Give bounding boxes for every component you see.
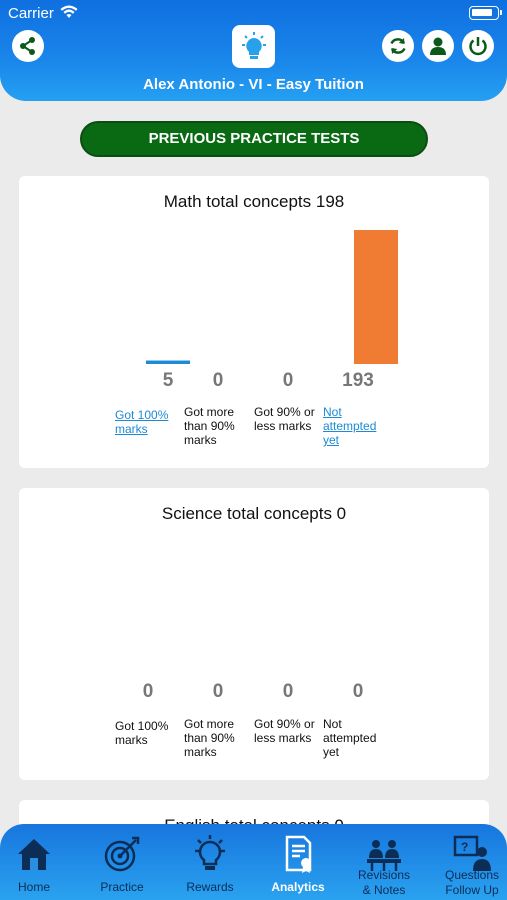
math-label-100-percent-link[interactable]: Got 100% marks: [115, 408, 169, 436]
science-card-title: Science total concepts 0: [161, 504, 347, 523]
target-icon: [104, 836, 140, 872]
math-value-not-attempted: 193: [342, 370, 374, 391]
math-card-title: Math total concepts 198: [163, 192, 345, 211]
math-bar-chart: [146, 230, 398, 364]
math-value-90-or-less: 0: [282, 370, 294, 391]
chart-bar-1: [146, 360, 190, 364]
nav-questions-label-line1: Questions: [444, 868, 500, 882]
math-concepts-card: Math total concepts 198 5 0 0 193 Got 10…: [19, 176, 489, 468]
page-title: Alex Antonio - VI - Easy Tuition: [143, 76, 364, 93]
previous-practice-tests-button[interactable]: PREVIOUS PRACTICE TESTS: [80, 121, 428, 157]
user-icon: [430, 37, 446, 55]
nav-rewards[interactable]: Rewards: [168, 824, 252, 900]
nav-practice-label: Practice: [100, 880, 144, 894]
svg-text:?: ?: [461, 840, 468, 854]
share-icon: [20, 37, 35, 55]
report-icon: [285, 835, 312, 873]
home-icon: [18, 839, 50, 870]
nav-revisions-label-line1: Revisions: [357, 868, 411, 882]
nav-home[interactable]: Home: [0, 824, 76, 900]
classroom-icon: [367, 840, 401, 871]
bottom-navigation: Home Practice Rewards Analytics: [0, 824, 507, 900]
app-header: Carrier: [0, 0, 507, 101]
status-bar: Carrier: [0, 0, 507, 28]
carrier-label: Carrier: [8, 5, 54, 22]
battery-icon: [469, 6, 502, 20]
nav-practice[interactable]: Practice: [80, 824, 164, 900]
science-value-more-than-90: 0: [212, 681, 224, 702]
lightbulb-icon: [241, 31, 266, 59]
science-concepts-card: Science total concepts 0 0 0 0 0 Got 100…: [19, 488, 489, 780]
science-label-more-than-90: Got more than 90% marks: [184, 717, 235, 759]
chart-bar-4: [354, 230, 398, 364]
nav-home-label: Home: [17, 880, 50, 894]
refresh-button[interactable]: [382, 30, 414, 62]
nav-questions-follow-up[interactable]: ? Questions Follow Up: [430, 824, 507, 900]
power-icon: [469, 37, 487, 56]
science-value-not-attempted: 0: [352, 681, 364, 702]
share-button[interactable]: [12, 30, 44, 62]
nav-revisions-label-line2: & Notes: [362, 883, 406, 897]
math-label-not-attempted-link[interactable]: Not attempted yet: [323, 405, 377, 447]
profile-button[interactable]: [422, 30, 454, 62]
science-label-90-or-less: Got 90% or less marks: [254, 717, 315, 745]
math-value-100-percent: 5: [162, 370, 174, 391]
nav-analytics-label: Analytics: [271, 880, 325, 894]
refresh-icon: [390, 38, 406, 54]
wifi-icon: [60, 5, 78, 24]
logout-button[interactable]: [462, 30, 494, 62]
science-label-100-percent: Got 100% marks: [115, 719, 169, 747]
math-label-more-than-90: Got more than 90% marks: [184, 405, 235, 447]
lightbulb-icon: [195, 835, 225, 870]
math-label-90-or-less: Got 90% or less marks: [254, 405, 315, 433]
science-value-90-or-less: 0: [282, 681, 294, 702]
math-value-more-than-90: 0: [212, 370, 224, 391]
nav-revisions-notes[interactable]: Revisions & Notes: [342, 824, 426, 900]
nav-rewards-label: Rewards: [186, 880, 234, 894]
app-logo: [232, 25, 275, 68]
question-board-icon: ?: [453, 835, 491, 871]
nav-analytics[interactable]: Analytics: [256, 824, 340, 900]
nav-questions-label-line2: Follow Up: [445, 883, 499, 897]
science-value-100-percent: 0: [142, 681, 154, 702]
science-label-not-attempted: Not attempted yet: [323, 717, 377, 759]
